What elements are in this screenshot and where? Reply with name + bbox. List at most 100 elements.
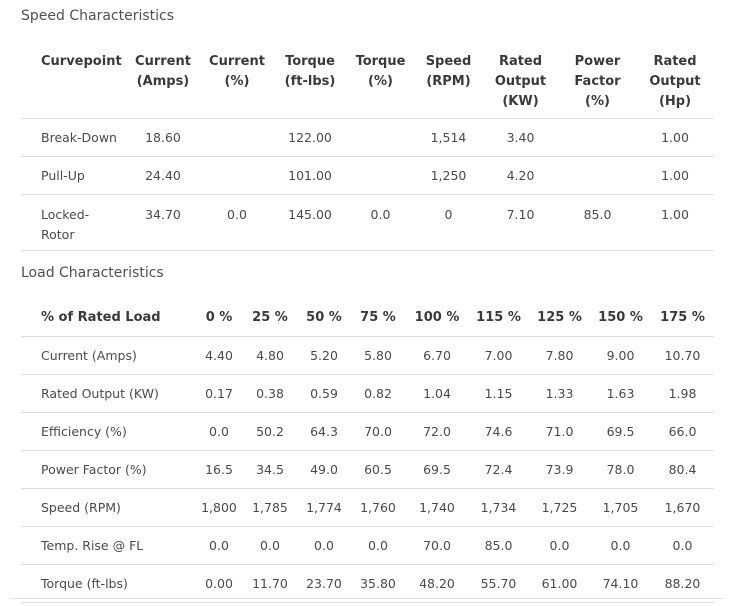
table-cell: 1,250 bbox=[415, 155, 482, 194]
table-cell: 0.0 bbox=[242, 526, 298, 565]
load-column-header: 100 % bbox=[414, 309, 460, 325]
table-cell: 60.5 bbox=[350, 450, 406, 489]
table-cell: 24.40 bbox=[126, 155, 200, 194]
table-cell bbox=[559, 117, 636, 156]
table-cell: 0.0 bbox=[298, 526, 350, 565]
table-cell: 1.00 bbox=[636, 117, 714, 156]
table-row: Current (Amps) 4.40 4.80 5.20 5.80 6.70 7.00 7.… bbox=[21, 336, 714, 375]
table-cell: 0.0 bbox=[350, 526, 406, 565]
table-cell: 0.0 bbox=[590, 526, 651, 565]
table-cell: 73.9 bbox=[529, 450, 590, 489]
load-column-header: 25 % bbox=[252, 309, 288, 325]
header-text: (Amps) bbox=[136, 74, 190, 89]
header-text: (ft-lbs) bbox=[284, 74, 336, 89]
load-column-header: 125 % bbox=[537, 309, 582, 325]
table-row: Locked- Rotor 34.70 0.0 145.00 0.0 0 7.10 85.0 1.… bbox=[21, 193, 714, 251]
table-cell: 69.5 bbox=[406, 450, 468, 489]
table-cell: 16.5 bbox=[196, 450, 242, 489]
speed-column-header: Torque (%) bbox=[346, 42, 415, 118]
table-row: Speed (RPM) 1,800 1,785 1,774 1,760 1,740 1,73… bbox=[21, 488, 714, 527]
table-cell: 1,705 bbox=[590, 488, 651, 527]
bottom-divider bbox=[10, 598, 725, 599]
table-cell: 5.80 bbox=[350, 336, 406, 375]
table-cell: 0.0 bbox=[346, 193, 415, 251]
speed-column-header: Rated Output (Hp) bbox=[636, 42, 714, 118]
header-text: Output bbox=[649, 74, 701, 89]
load-characteristics-table: % of Rated Load 0 % 25 % 50 % 75 % 100 % 115 %… bbox=[21, 298, 714, 603]
table-cell: 0.0 bbox=[196, 526, 242, 565]
table-cell: 4.80 bbox=[242, 336, 298, 375]
table-cell: 1.33 bbox=[529, 374, 590, 413]
table-cell: 7.00 bbox=[468, 336, 529, 375]
speed-header-row: Curvepoint Current (Amps) Current (%) Torque (… bbox=[21, 42, 714, 118]
table-cell: 1,740 bbox=[406, 488, 468, 527]
table-cell: 1,670 bbox=[651, 488, 714, 527]
table-cell bbox=[200, 155, 274, 194]
table-cell: 74.10 bbox=[590, 564, 651, 603]
header-text: Torque bbox=[285, 54, 335, 69]
speed-column-header: Current (Amps) bbox=[126, 42, 200, 118]
speed-column-header: Curvepoint bbox=[21, 42, 126, 118]
table-cell: 70.0 bbox=[350, 412, 406, 451]
speed-characteristics-table: Curvepoint Current (Amps) Current (%) Torque (… bbox=[21, 42, 714, 251]
table-cell: 4.40 bbox=[196, 336, 242, 375]
table-cell: 70.0 bbox=[406, 526, 468, 565]
table-cell: 1,734 bbox=[468, 488, 529, 527]
header-text: (KW) bbox=[502, 94, 539, 109]
table-cell: 9.00 bbox=[590, 336, 651, 375]
cell-text: Rotor bbox=[41, 226, 75, 242]
table-cell: 3.40 bbox=[482, 117, 559, 156]
load-column-header: 115 % bbox=[476, 309, 521, 325]
row-label: Efficiency (%) bbox=[21, 412, 196, 451]
speed-column-header: Rated Output (KW) bbox=[482, 42, 559, 118]
table-cell: 101.00 bbox=[274, 155, 346, 194]
table-row: Power Factor (%) 16.5 34.5 49.0 60.5 69.5 72.4… bbox=[21, 450, 714, 489]
table-cell: 55.70 bbox=[468, 564, 529, 603]
row-label: Torque (ft-lbs) bbox=[21, 564, 196, 603]
table-cell bbox=[346, 155, 415, 194]
table-cell: 4.20 bbox=[482, 155, 559, 194]
table-cell: 0.38 bbox=[242, 374, 298, 413]
row-label: Pull-Up bbox=[21, 155, 126, 194]
header-text: Curvepoint bbox=[41, 54, 122, 69]
table-cell: 0.0 bbox=[529, 526, 590, 565]
speed-column-header: Torque (ft-lbs) bbox=[274, 42, 346, 118]
table-cell: 1.15 bbox=[468, 374, 529, 413]
table-cell: 80.4 bbox=[651, 450, 714, 489]
table-row: Efficiency (%) 0.0 50.2 64.3 70.0 72.0 74.6 71.… bbox=[21, 412, 714, 451]
table-cell: 7.80 bbox=[529, 336, 590, 375]
table-cell bbox=[346, 117, 415, 156]
table-cell: 66.0 bbox=[651, 412, 714, 451]
table-cell: 1,774 bbox=[298, 488, 350, 527]
header-text: (%) bbox=[224, 74, 250, 89]
table-cell: 0.59 bbox=[298, 374, 350, 413]
load-column-header: 75 % bbox=[360, 309, 396, 325]
table-cell: 88.20 bbox=[651, 564, 714, 603]
table-cell: 35.80 bbox=[350, 564, 406, 603]
table-cell: 145.00 bbox=[274, 193, 346, 251]
header-text: (%) bbox=[368, 74, 393, 89]
table-cell: 1.63 bbox=[590, 374, 651, 413]
table-cell: 34.5 bbox=[242, 450, 298, 489]
speed-column-header: Speed (RPM) bbox=[415, 42, 482, 118]
load-column-header: % of Rated Load bbox=[41, 309, 161, 325]
header-text: Rated bbox=[498, 54, 543, 69]
header-text: (%) bbox=[585, 94, 610, 109]
speed-characteristics-title: Speed Characteristics bbox=[21, 8, 175, 24]
table-cell: 0.0 bbox=[196, 412, 242, 451]
speed-column-header: Current (%) bbox=[200, 42, 274, 118]
table-cell: 74.6 bbox=[468, 412, 529, 451]
table-cell: 11.70 bbox=[242, 564, 298, 603]
table-cell: 61.00 bbox=[529, 564, 590, 603]
table-cell: 85.0 bbox=[468, 526, 529, 565]
load-characteristics-title: Load Characteristics bbox=[21, 265, 164, 281]
table-cell: 6.70 bbox=[406, 336, 468, 375]
table-cell: 1.04 bbox=[406, 374, 468, 413]
table-cell: 1.00 bbox=[636, 193, 714, 251]
table-cell: 78.0 bbox=[590, 450, 651, 489]
table-cell: 1.00 bbox=[636, 155, 714, 194]
load-column-header: 150 % bbox=[598, 309, 643, 325]
load-header-row: % of Rated Load 0 % 25 % 50 % 75 % 100 % 115 %… bbox=[21, 298, 714, 337]
table-row: Break-Down 18.60 122.00 1,514 3.40 1.00 bbox=[21, 117, 714, 156]
header-text: Torque bbox=[355, 54, 406, 69]
